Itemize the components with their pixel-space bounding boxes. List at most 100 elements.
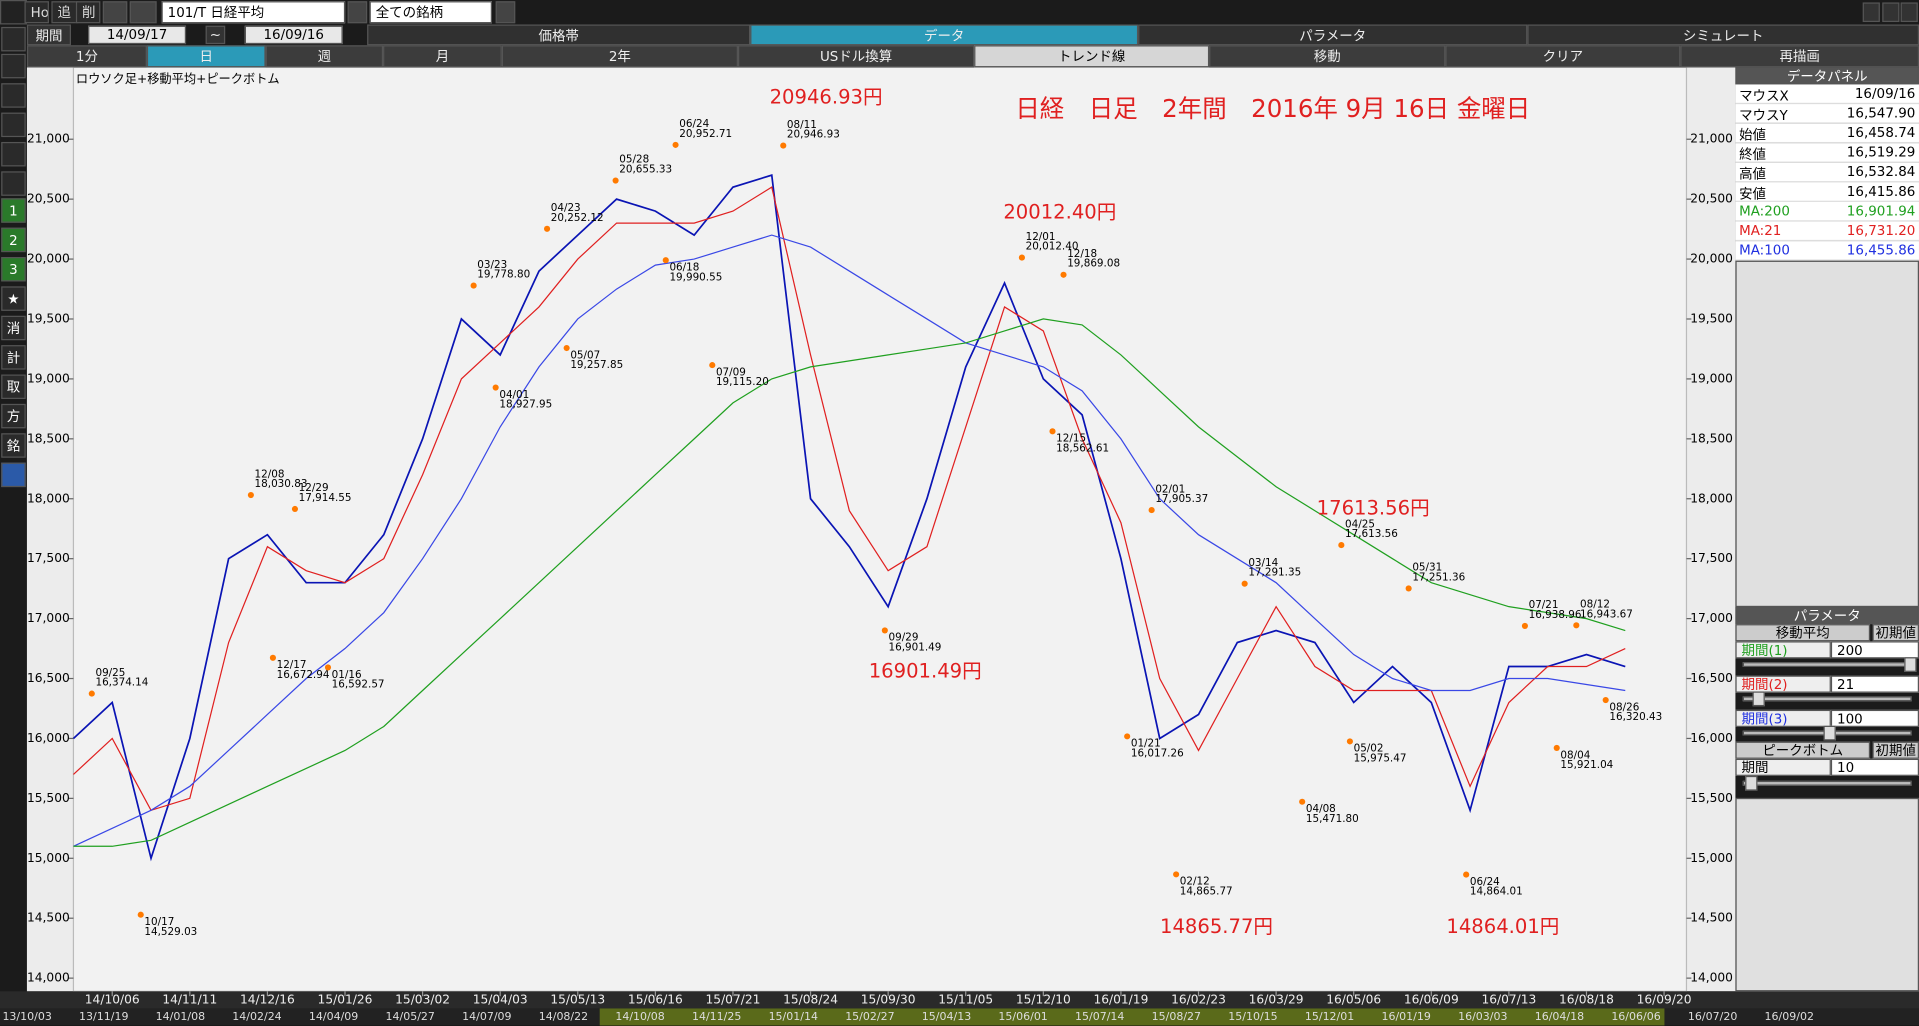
peak-marker (492, 384, 499, 391)
slider-thumb[interactable] (1904, 657, 1917, 672)
param-label: 期間(2) (1735, 675, 1831, 693)
menu-button[interactable]: 削 (75, 1, 101, 24)
toolbar-button[interactable]: 月 (383, 45, 502, 68)
side-icon[interactable] (1, 462, 26, 488)
param-value[interactable]: 100 (1830, 709, 1919, 727)
toolbar-button[interactable]: トレンド線 (974, 45, 1210, 68)
side-icon[interactable]: 2 (1, 227, 26, 253)
x-tick-label: 16/05/06 (1326, 992, 1381, 1006)
side-icon[interactable]: ★ (1, 286, 26, 311)
nav-next[interactable] (129, 1, 157, 24)
y-tick-label: 15,500 (1690, 791, 1733, 805)
tab[interactable]: パラメータ (1138, 24, 1528, 46)
side-icon[interactable]: 銘 (1, 433, 26, 458)
param-value[interactable]: 10 (1830, 758, 1919, 776)
label: 期間 (26, 24, 71, 46)
side-icon[interactable] (1, 112, 26, 138)
timeline-label: 14/07/09 (462, 1010, 511, 1023)
side-icon[interactable]: 3 (1, 257, 26, 282)
select[interactable]: 101/T 日経平均 (161, 1, 346, 24)
tab[interactable]: 価格帯 (367, 24, 751, 46)
menu-button[interactable]: Hot (24, 1, 49, 24)
peak-date: 08/12 (1580, 599, 1610, 611)
peak-marker (1602, 696, 1609, 704)
slider-track[interactable] (1742, 780, 1912, 786)
data-row: MA:100 16,455.86 (1735, 241, 1919, 261)
peak-value: 19,257.85 (570, 359, 623, 371)
timeline-label: 15/02/27 (845, 1010, 894, 1023)
timeline-label: 16/04/18 (1535, 1010, 1584, 1023)
peak-marker (1148, 507, 1155, 514)
peak-value: 16,938.96 (1529, 609, 1582, 621)
side-icon[interactable]: 消 (1, 315, 26, 341)
date-input[interactable]: 14/09/17 (88, 25, 187, 45)
data-row: マウスX 16/09/16 (1735, 84, 1919, 105)
peak-date: 06/24 (1470, 876, 1500, 888)
peak-value: 17,914.55 (299, 492, 352, 504)
slider-track[interactable] (1742, 696, 1912, 702)
nav-prev[interactable] (102, 1, 128, 24)
peak-date: 08/26 (1609, 701, 1639, 713)
peak-date: 07/09 (716, 366, 746, 378)
date-input[interactable]: 16/09/16 (244, 25, 343, 45)
toolbar-button[interactable]: 日 (146, 45, 266, 68)
toolbar-button[interactable]: クリア (1445, 45, 1681, 68)
peak-marker (563, 344, 570, 352)
side-icon[interactable] (1, 53, 26, 79)
slider-thumb[interactable] (1745, 775, 1758, 791)
peak-marker (709, 362, 716, 369)
tab[interactable]: シミュレート (1527, 24, 1919, 46)
peak-date: 12/18 (1067, 248, 1097, 260)
win-btn[interactable] (1862, 2, 1880, 23)
slider-track[interactable] (1742, 662, 1912, 667)
select[interactable]: 全ての銘柄 (369, 1, 492, 24)
peak-value: 16,943.67 (1580, 608, 1633, 620)
timeline-label: 14/10/08 (615, 1010, 664, 1023)
peak-value: 17,905.37 (1155, 493, 1208, 505)
peak-date: 05/02 (1354, 743, 1384, 755)
side-icon[interactable] (1, 141, 26, 167)
toolbar-button[interactable]: 1分 (26, 45, 147, 68)
toolbar-button[interactable]: 2年 (501, 45, 738, 68)
side-icon[interactable]: 1 (1, 198, 26, 223)
data-label: MA:21 (1739, 222, 1782, 239)
x-tick-label: 15/01/26 (318, 992, 373, 1006)
toolbar-button[interactable]: 再描画 (1680, 45, 1919, 68)
side-icon[interactable] (1, 171, 26, 196)
peak-value: 19,990.55 (669, 271, 722, 283)
peak-date: 12/01 (1026, 231, 1056, 243)
x-tick-label: 16/03/29 (1249, 992, 1304, 1006)
reset-button[interactable]: 初期値 (1872, 624, 1919, 642)
toolbar-button[interactable]: USドル換算 (737, 45, 975, 68)
dropdown[interactable] (347, 1, 368, 24)
y-tick-label: 15,000 (27, 851, 70, 865)
tab[interactable]: データ (750, 24, 1139, 46)
slider-thumb[interactable] (1752, 691, 1765, 707)
y-tick-label: 14,500 (1690, 911, 1733, 925)
menu-button[interactable]: 追 (51, 1, 79, 24)
panel-title: パラメータ (1735, 607, 1919, 625)
dropdown[interactable] (495, 1, 516, 24)
peak-value: 20,655.33 (619, 164, 672, 176)
param-value[interactable]: 200 (1830, 641, 1919, 659)
win-btn[interactable] (1900, 2, 1918, 23)
win-btn[interactable] (1882, 2, 1900, 23)
x-tick-label: 15/11/05 (938, 992, 993, 1006)
side-icon[interactable]: 方 (1, 403, 26, 429)
slider-thumb[interactable] (1823, 725, 1836, 741)
param-value[interactable]: 21 (1830, 675, 1919, 693)
peak-marker (672, 141, 679, 148)
side-icon[interactable]: 計 (1, 345, 26, 370)
peak-marker (1241, 580, 1248, 587)
side-icon[interactable] (1, 83, 26, 108)
side-icon[interactable]: 取 (1, 374, 26, 399)
toolbar-button[interactable]: 週 (265, 45, 384, 68)
reset-button[interactable]: 初期値 (1872, 741, 1919, 759)
toolbar-button[interactable]: 移動 (1209, 45, 1446, 68)
data-value: 16,532.84 (1846, 163, 1916, 180)
x-tick-label: 14/12/16 (240, 992, 295, 1006)
peak-marker (662, 257, 669, 264)
side-icon[interactable] (1, 26, 26, 52)
peak-marker (1405, 585, 1412, 592)
